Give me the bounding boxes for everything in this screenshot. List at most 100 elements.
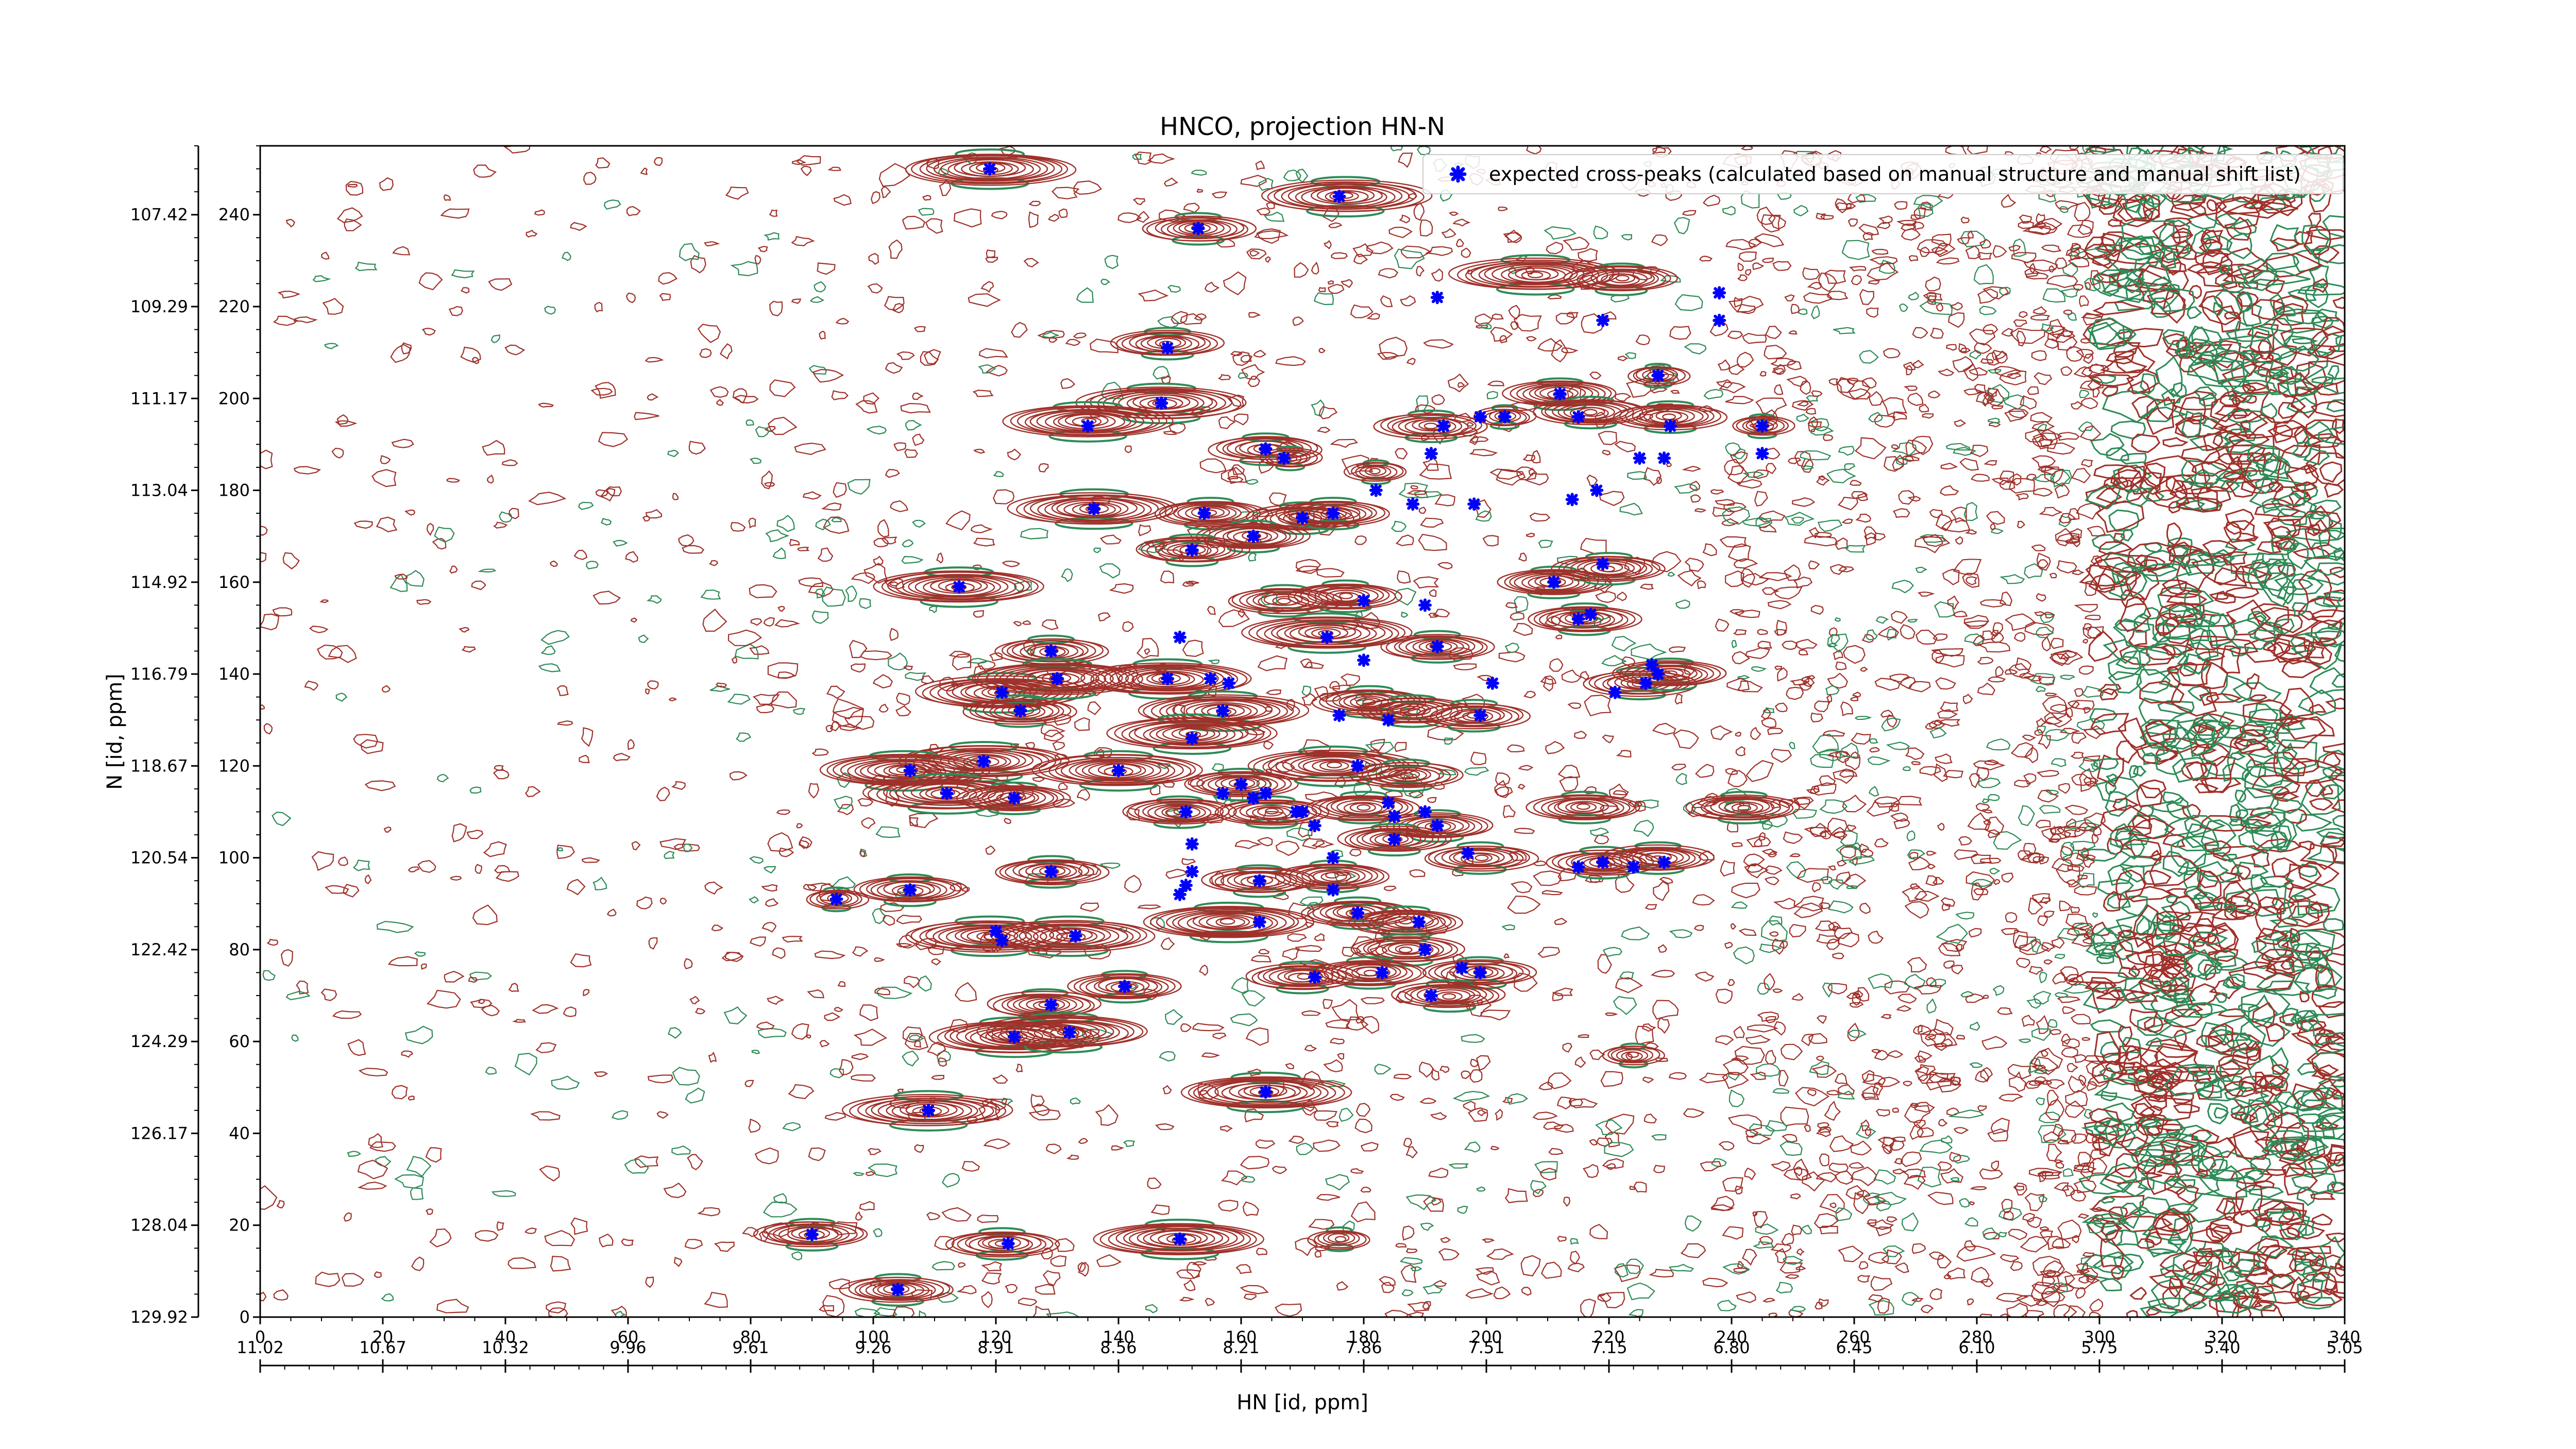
noise-contour — [1604, 1132, 1620, 1148]
noise-contour — [1702, 1277, 1728, 1288]
noise-contour — [2116, 1062, 2149, 1087]
noise-contour — [1615, 393, 1632, 402]
noise-contour — [767, 832, 793, 852]
noise-contour — [459, 627, 470, 633]
positive-contour — [1277, 598, 1291, 604]
noise-contour — [2219, 1058, 2242, 1082]
noise-contour — [2245, 1169, 2264, 1181]
noise-contour — [1861, 1070, 1875, 1082]
noise-contour — [2079, 295, 2089, 307]
noise-contour — [2091, 834, 2099, 844]
noise-contour — [1275, 840, 1300, 856]
noise-contour — [1389, 1093, 1405, 1101]
noise-contour — [2192, 1250, 2222, 1258]
noise-contour — [2264, 370, 2290, 395]
positive-contour — [1336, 963, 1401, 981]
noise-contour — [2126, 487, 2151, 507]
noise-contour — [478, 568, 497, 573]
noise-contour — [446, 478, 461, 483]
noise-contour — [2327, 365, 2340, 381]
noise-contour — [1416, 265, 1425, 277]
noise-contour — [2023, 843, 2037, 856]
noise-contour — [1241, 990, 1266, 1007]
noise-contour — [1328, 222, 1343, 228]
noise-contour — [2136, 784, 2163, 808]
noise-contour — [1747, 863, 1764, 873]
positive-contour — [1312, 870, 1352, 883]
noise-contour — [2059, 206, 2069, 213]
noise-contour — [1859, 843, 1870, 853]
noise-contour — [1773, 898, 1796, 910]
noise-contour — [535, 1042, 557, 1053]
noise-contour — [861, 817, 876, 829]
noise-contour — [2008, 1228, 2028, 1240]
noise-contour — [444, 971, 465, 983]
noise-contour — [860, 850, 866, 857]
positive-contour — [1325, 190, 1369, 204]
noise-contour — [2222, 471, 2245, 480]
noise-contour — [1245, 1027, 1269, 1046]
noise-contour — [2079, 768, 2099, 793]
noise-contour — [2207, 1023, 2233, 1046]
noise-contour — [1904, 1104, 1931, 1124]
noise-contour — [1741, 1249, 1757, 1266]
noise-contour — [1556, 1097, 1572, 1110]
noise-contour — [540, 630, 570, 645]
noise-contour — [2277, 564, 2296, 577]
noise-contour — [1149, 783, 1161, 796]
noise-contour — [1908, 856, 1931, 870]
noise-contour — [2117, 329, 2137, 340]
positive-contour — [1314, 586, 1379, 605]
noise-contour — [2025, 429, 2044, 443]
noise-contour — [1935, 677, 1956, 690]
noise-contour — [636, 896, 653, 909]
noise-contour — [2040, 432, 2063, 441]
noise-contour — [1425, 246, 1453, 256]
noise-contour — [598, 432, 629, 447]
noise-contour — [792, 707, 806, 715]
noise-contour — [1836, 379, 1855, 393]
noise-contour — [605, 486, 622, 497]
noise-contour — [2166, 544, 2204, 557]
noise-contour — [2062, 1038, 2080, 1049]
noise-contour — [1476, 1186, 1486, 1192]
positive-contour — [1541, 399, 1643, 424]
noise-contour — [1995, 1292, 2029, 1303]
noise-contour — [1041, 619, 1059, 630]
noise-contour — [1432, 1280, 1447, 1287]
noise-contour — [811, 748, 829, 756]
noise-contour — [1793, 896, 1824, 912]
noise-contour — [1816, 1172, 1837, 1183]
noise-contour — [1810, 712, 1823, 722]
noise-contour — [1702, 543, 1717, 557]
noise-contour — [1422, 1301, 1431, 1310]
noise-contour — [1816, 933, 1840, 944]
noise-contour — [1439, 1065, 1450, 1073]
noise-contour — [1752, 1211, 1758, 1217]
noise-contour — [2018, 1038, 2031, 1043]
noise-contour — [1929, 979, 1946, 989]
noise-contour — [1179, 1296, 1195, 1302]
noise-contour — [2072, 284, 2084, 291]
noise-contour — [2242, 699, 2292, 721]
positive-contour — [1063, 501, 1122, 517]
noise-contour — [1464, 767, 1489, 776]
noise-contour — [697, 1207, 721, 1217]
noise-contour — [546, 1301, 566, 1313]
positive-contour — [1339, 592, 1353, 599]
noise-contour — [2028, 897, 2043, 915]
noise-contour — [1852, 993, 1861, 1006]
noise-contour — [1935, 753, 1953, 764]
noise-contour — [1336, 1281, 1349, 1291]
noise-contour — [2184, 815, 2226, 836]
noise-contour — [2083, 826, 2099, 833]
noise-contour — [2122, 1036, 2142, 1054]
noise-contour — [2089, 708, 2118, 724]
noise-contour — [2071, 1014, 2091, 1024]
noise-contour — [684, 958, 693, 970]
noise-contour — [478, 999, 485, 1004]
noise-contour — [1211, 191, 1228, 198]
noise-contour — [2247, 994, 2278, 1028]
noise-contour — [405, 570, 425, 587]
noise-contour — [2105, 350, 2134, 365]
